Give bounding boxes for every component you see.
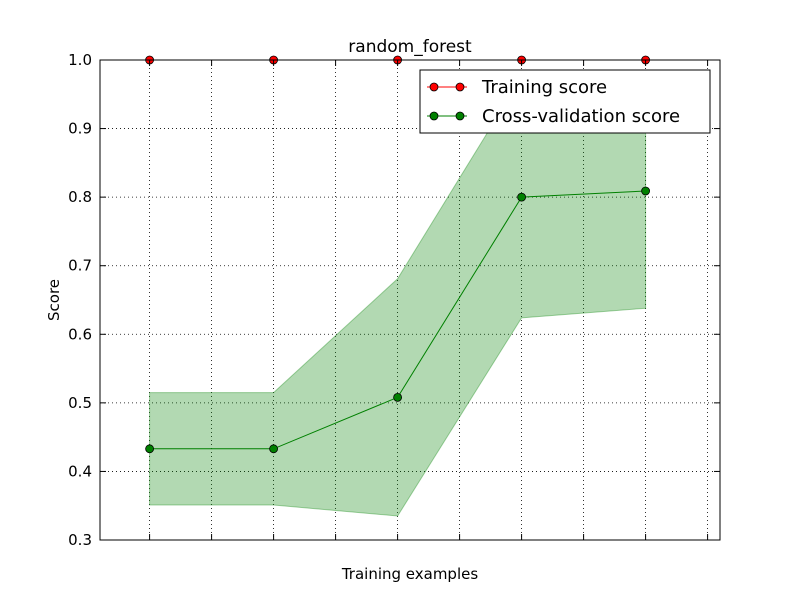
chart-title: random_forest (348, 37, 472, 57)
legend-entry-training: Training score (427, 77, 607, 98)
series-point-1 (393, 392, 403, 402)
axis-ticks (100, 59, 720, 541)
y-tick-label: 0.5 (68, 394, 92, 412)
legend-entry-cross-validation: Cross-validation score (427, 106, 680, 127)
y-axis-label: Score (45, 279, 63, 321)
series-point-1 (517, 192, 526, 202)
score-bands (149, 73, 647, 517)
legend-cv-label: Cross-validation score (482, 106, 680, 127)
legend-training-marker-icon (429, 82, 439, 92)
legend: Training score Cross-validation score (419, 69, 711, 134)
score-band-1 (149, 73, 647, 517)
y-tick-label: 0.7 (68, 257, 92, 275)
legend-training-label: Training score (481, 77, 607, 98)
legend-training-marker-icon (455, 82, 465, 92)
axes-frame (99, 59, 721, 541)
y-tick-labels: 0.3 0.4 0.5 0.6 0.7 0.8 0.9 1.0 (68, 51, 92, 549)
series-markers (145, 55, 650, 454)
series-point-1 (641, 186, 650, 196)
y-tick-label: 0.3 (68, 531, 92, 549)
series-point-1 (269, 444, 279, 454)
y-tick-label: 0.4 (68, 462, 92, 480)
legend-cv-marker-icon (455, 111, 465, 121)
y-tick-label: 0.8 (68, 188, 92, 206)
x-axis-label: Training examples (341, 565, 479, 583)
y-tick-label: 1.0 (68, 51, 92, 69)
series-point-1 (145, 444, 155, 454)
y-tick-label: 0.9 (68, 120, 92, 138)
y-tick-label: 0.6 (68, 325, 92, 343)
legend-box (419, 69, 711, 134)
legend-cv-marker-icon (429, 111, 439, 121)
